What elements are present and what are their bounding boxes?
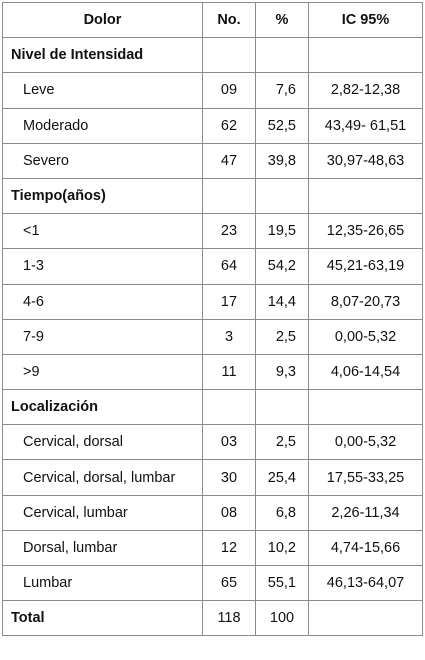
row-confidence-interval: 45,21-63,19 (308, 248, 423, 285)
row-percent: 25,4 (255, 459, 309, 496)
section-empty-no (202, 389, 256, 426)
row-count: 11 (202, 353, 256, 391)
row-count: 09 (202, 72, 256, 109)
row-percent: 52,5 (255, 107, 309, 144)
total-count: 118 (202, 600, 256, 637)
row-count: 12 (202, 529, 256, 567)
table-row: Cervical, dorsal 03 2,5 0,00-5,32 (2, 424, 423, 461)
section-empty-no (202, 177, 256, 215)
row-count: 65 (202, 564, 256, 602)
row-confidence-interval: 8,07-20,73 (308, 283, 423, 320)
section-empty-no (202, 37, 256, 74)
row-percent: 6,8 (255, 494, 309, 531)
section-header-row: Tiempo(años) (2, 177, 423, 215)
row-count: 3 (202, 318, 256, 355)
row-percent: 39,8 (255, 142, 309, 179)
row-label: Severo (2, 142, 203, 179)
table-row: Leve 09 7,6 2,82-12,38 (2, 72, 423, 109)
pain-statistics-table: Dolor No. % IC 95% Nivel de Intensidad Le… (2, 1, 423, 637)
row-percent: 2,5 (255, 318, 309, 355)
row-percent: 54,2 (255, 248, 309, 285)
row-label: Dorsal, lumbar (2, 529, 203, 567)
header-dolor: Dolor (2, 1, 203, 39)
section-header-row: Localización (2, 389, 423, 426)
section-empty-pct (255, 37, 309, 74)
table-row: 1-3 64 54,2 45,21-63,19 (2, 248, 423, 285)
row-count: 17 (202, 283, 256, 320)
row-confidence-interval: 30,97-48,63 (308, 142, 423, 179)
row-percent: 19,5 (255, 213, 309, 250)
row-confidence-interval: 17,55-33,25 (308, 459, 423, 496)
section-empty-pct (255, 177, 309, 215)
section-title: Localización (2, 389, 203, 426)
row-count: 64 (202, 248, 256, 285)
table-body: Nivel de Intensidad Leve 09 7,6 2,82-12,38 Mo… (2, 37, 423, 637)
total-confidence-interval (308, 600, 423, 637)
row-count: 47 (202, 142, 256, 179)
table-row: Cervical, lumbar 08 6,8 2,26-11,34 (2, 494, 423, 531)
row-label: 4-6 (2, 283, 203, 320)
section-empty-pct (255, 389, 309, 426)
row-percent: 2,5 (255, 424, 309, 461)
row-label: Cervical, dorsal (2, 424, 203, 461)
total-label: Total (2, 600, 203, 637)
row-confidence-interval: 4,74-15,66 (308, 529, 423, 567)
header-ic95: IC 95% (308, 1, 423, 39)
section-title: Tiempo(años) (2, 177, 203, 215)
row-confidence-interval: 2,26-11,34 (308, 494, 423, 531)
row-label: >9 (2, 353, 203, 391)
row-count: 03 (202, 424, 256, 461)
table-row: Cervical, dorsal, lumbar 30 25,4 17,55-33,2… (2, 459, 423, 496)
table-row: >9 11 9,3 4,06-14,54 (2, 353, 423, 391)
row-label: Moderado (2, 107, 203, 144)
row-count: 62 (202, 107, 256, 144)
header-no: No. (202, 1, 256, 39)
row-label: 1-3 (2, 248, 203, 285)
row-confidence-interval: 46,13-64,07 (308, 564, 423, 602)
table-row: Severo 47 39,8 30,97-48,63 (2, 142, 423, 179)
section-empty-ic (308, 37, 423, 74)
row-confidence-interval: 43,49- 61,51 (308, 107, 423, 144)
total-row: Total 118 100 (2, 600, 423, 637)
row-confidence-interval: 12,35-26,65 (308, 213, 423, 250)
row-count: 08 (202, 494, 256, 531)
row-count: 23 (202, 213, 256, 250)
row-label: Leve (2, 72, 203, 109)
row-label: <1 (2, 213, 203, 250)
row-label: Cervical, lumbar (2, 494, 203, 531)
row-percent: 14,4 (255, 283, 309, 320)
row-confidence-interval: 0,00-5,32 (308, 424, 423, 461)
section-empty-ic (308, 177, 423, 215)
table-row: Moderado 62 52,5 43,49- 61,51 (2, 107, 423, 144)
row-label: Lumbar (2, 564, 203, 602)
row-percent: 10,2 (255, 529, 309, 567)
table-row: Dorsal, lumbar 12 10,2 4,74-15,66 (2, 529, 423, 567)
row-confidence-interval: 2,82-12,38 (308, 72, 423, 109)
row-percent: 55,1 (255, 564, 309, 602)
table-row: <1 23 19,5 12,35-26,65 (2, 213, 423, 250)
row-label: Cervical, dorsal, lumbar (2, 459, 203, 496)
table-row: 4-6 17 14,4 8,07-20,73 (2, 283, 423, 320)
section-title: Nivel de Intensidad (2, 37, 203, 74)
row-percent: 7,6 (255, 72, 309, 109)
section-empty-ic (308, 389, 423, 426)
section-header-row: Nivel de Intensidad (2, 37, 423, 74)
table-header-row: Dolor No. % IC 95% (2, 1, 423, 39)
header-percent: % (255, 1, 309, 39)
row-confidence-interval: 4,06-14,54 (308, 353, 423, 391)
total-percent: 100 (255, 600, 309, 637)
row-percent: 9,3 (255, 353, 309, 391)
table-row: 7-9 3 2,5 0,00-5,32 (2, 318, 423, 355)
row-label: 7-9 (2, 318, 203, 355)
row-count: 30 (202, 459, 256, 496)
row-confidence-interval: 0,00-5,32 (308, 318, 423, 355)
table-row: Lumbar 65 55,1 46,13-64,07 (2, 564, 423, 602)
